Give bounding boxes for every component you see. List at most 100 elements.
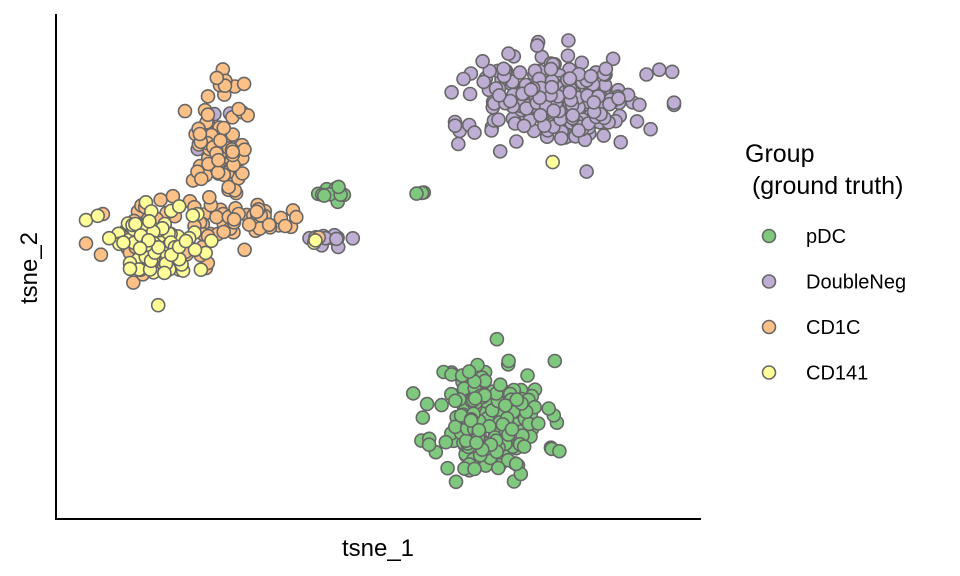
data-point — [241, 217, 257, 232]
data-point — [331, 179, 346, 195]
data-point — [543, 61, 559, 77]
data-point — [421, 437, 437, 453]
data-point — [434, 397, 449, 413]
data-point — [530, 416, 546, 431]
data-point — [561, 33, 576, 48]
data-point — [209, 209, 224, 225]
data-point — [579, 164, 594, 179]
data-point — [231, 101, 246, 117]
data-point — [447, 118, 463, 133]
data-point — [165, 188, 181, 204]
data-point — [153, 192, 168, 208]
data-point — [496, 61, 511, 77]
data-point — [461, 364, 477, 379]
data-point — [78, 236, 94, 251]
legend-item-cd1c: CD1C — [761, 317, 860, 339]
data-point — [476, 74, 492, 90]
data-point — [447, 393, 463, 409]
data-point — [497, 398, 513, 413]
data-point — [512, 65, 528, 80]
data-point — [462, 86, 478, 102]
data-point — [151, 240, 166, 255]
data-point — [666, 95, 682, 110]
data-point — [200, 107, 216, 122]
legend-label: CD1C — [806, 317, 860, 339]
data-point — [469, 435, 484, 451]
data-point — [605, 51, 621, 67]
data-point — [516, 439, 532, 454]
data-point — [204, 233, 219, 249]
data-point — [185, 208, 201, 223]
data-point — [237, 142, 252, 157]
data-point — [216, 120, 231, 136]
data-point — [463, 413, 479, 428]
data-point — [547, 353, 563, 369]
data-point — [664, 64, 680, 80]
data-point — [583, 68, 599, 84]
data-point — [508, 456, 524, 472]
y-axis-title: tsne_2 — [16, 232, 43, 304]
data-point — [643, 121, 658, 137]
legend-label: pDC — [806, 226, 846, 248]
data-point — [471, 422, 487, 438]
data-point — [467, 461, 482, 477]
data-point — [329, 231, 344, 247]
legend-title-line-1: Group — [745, 140, 814, 168]
data-point — [553, 131, 569, 146]
legend-items: pDC DoubleNeg CD1C CD141 — [761, 226, 906, 385]
data-point — [90, 208, 105, 224]
data-point — [200, 89, 216, 104]
data-point — [93, 247, 109, 262]
data-point — [545, 154, 561, 170]
data-point — [316, 188, 332, 203]
data-point — [236, 76, 252, 92]
data-point — [177, 103, 193, 119]
legend-label: DoubleNeg — [806, 272, 906, 294]
data-point — [192, 126, 208, 142]
data-point — [150, 297, 166, 313]
data-point — [345, 231, 361, 246]
data-point — [533, 107, 548, 123]
legend-item-doubleneg: DoubleNeg — [761, 272, 906, 294]
data-point — [544, 79, 560, 95]
data-point — [438, 434, 454, 450]
data-point — [596, 128, 612, 143]
data-point — [586, 95, 602, 110]
legend-label: CD141 — [806, 363, 868, 385]
data-point — [565, 108, 581, 123]
data-point — [450, 136, 466, 152]
data-point — [501, 46, 516, 61]
data-point — [562, 71, 578, 86]
data-point — [509, 134, 524, 149]
data-point — [504, 421, 520, 437]
data-point — [611, 91, 626, 106]
points-layer — [78, 33, 682, 490]
data-point — [101, 230, 117, 246]
data-point — [209, 70, 225, 86]
data-point — [178, 233, 194, 249]
data-point — [491, 88, 507, 103]
legend-key — [761, 228, 777, 244]
data-point — [187, 242, 203, 258]
data-point — [444, 85, 459, 100]
data-point — [523, 82, 539, 98]
data-point — [405, 386, 421, 401]
data-point — [213, 133, 228, 148]
data-point — [288, 209, 304, 225]
x-axis-title: tsne_1 — [342, 535, 414, 562]
data-point — [598, 61, 614, 77]
data-point — [552, 443, 567, 459]
data-point — [467, 391, 483, 406]
legend-item-pdc: pDC — [761, 226, 846, 248]
legend-key — [761, 274, 777, 289]
data-point — [529, 38, 545, 53]
legend-title-line-2: (ground truth) — [745, 172, 903, 200]
data-point — [613, 134, 629, 150]
data-point — [492, 377, 508, 393]
legend-item-cd141: CD141 — [761, 363, 868, 385]
data-point — [629, 114, 645, 129]
data-point — [225, 144, 240, 160]
data-point — [456, 71, 471, 87]
data-point — [448, 474, 464, 490]
